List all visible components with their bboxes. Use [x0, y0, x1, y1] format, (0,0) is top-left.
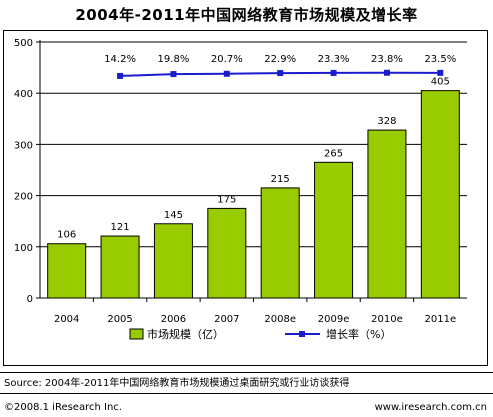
y-tick-label: 400 — [14, 89, 33, 100]
growth-rate-label: 19.8% — [158, 54, 190, 65]
growth-rate-marker — [437, 69, 444, 76]
bar-2005 — [100, 235, 140, 299]
growth-rate-marker — [330, 69, 337, 76]
bar-value-label: 145 — [164, 210, 183, 221]
growth-rate-marker — [277, 70, 284, 77]
growth-rate-label: 23.5% — [424, 54, 456, 65]
x-tick-label: 2008e — [264, 314, 296, 325]
bar-2008e — [260, 187, 300, 299]
axis-layer: 0 100 200 300 400 500 2004 2005 2006 2007 2008e 200… — [14, 38, 467, 325]
bar-value-label: 121 — [111, 222, 130, 233]
growth-rate-label: 23.8% — [371, 54, 403, 65]
legend-swatch-bar — [129, 328, 144, 340]
bar-value-label: 175 — [217, 194, 236, 205]
legend: 市场规模（亿） 增长率（%） — [129, 327, 391, 341]
growth-rate-marker — [223, 70, 230, 77]
growth-rate-label: 14.2% — [104, 54, 136, 65]
growth-rate-marker — [383, 69, 390, 76]
x-tick-label: 2006 — [161, 314, 186, 325]
x-tick-label: 2004 — [54, 314, 79, 325]
bar-value-label: 106 — [57, 230, 76, 241]
y-tick-label: 0 — [27, 294, 33, 305]
bar-2004 — [47, 243, 87, 299]
y-tick-label: 300 — [14, 140, 33, 151]
bar-2007 — [207, 207, 247, 299]
copyright-text: ©2008.1 iResearch Inc. — [4, 402, 122, 413]
y-tick-label: 500 — [14, 38, 33, 49]
source-note: Source: 2004年-2011年中国网络教育市场规模通过桌面研究或行业访谈… — [0, 372, 493, 394]
x-tick-label: 2007 — [214, 314, 239, 325]
y-tick-label: 200 — [14, 192, 33, 203]
bar-value-label: 328 — [377, 116, 396, 127]
chart-title: 2004年-2011年中国网络教育市场规模及增长率 — [75, 6, 418, 24]
bar-2010e — [367, 129, 407, 299]
bar-2006 — [153, 223, 193, 299]
legend-label-line: 增长率（%） — [326, 327, 391, 341]
growth-rate-label: 22.9% — [264, 54, 296, 65]
y-tick-label: 100 — [14, 243, 33, 254]
bar-2011e — [420, 90, 460, 299]
bar-value-label: 405 — [431, 77, 450, 88]
x-tick-label: 2005 — [107, 314, 132, 325]
chart-frame — [3, 30, 488, 366]
growth-rate-label: 23.3% — [318, 54, 350, 65]
growth-rate-marker — [117, 72, 124, 79]
x-tick-label: 2011e — [425, 314, 457, 325]
growth-rate-label: 20.7% — [211, 54, 243, 65]
bar-2009e — [314, 161, 354, 299]
legend-label-bar: 市场规模（亿） — [147, 327, 224, 341]
x-tick-label: 2010e — [371, 314, 403, 325]
line-layer: 14.2% 19.8% 20.7% 22.9% 23.3% 23.8% 23.5% — [104, 54, 456, 79]
website-link[interactable]: www.iresearch.com.cn — [374, 402, 487, 413]
legend-swatch-marker — [299, 331, 305, 337]
bar-value-label: 265 — [324, 148, 343, 159]
x-tick-label: 2009e — [318, 314, 350, 325]
bar-layer: 106 121 145 175 215 265 328 405 — [47, 77, 460, 299]
bar-value-label: 215 — [271, 174, 290, 185]
growth-rate-marker — [170, 71, 177, 78]
